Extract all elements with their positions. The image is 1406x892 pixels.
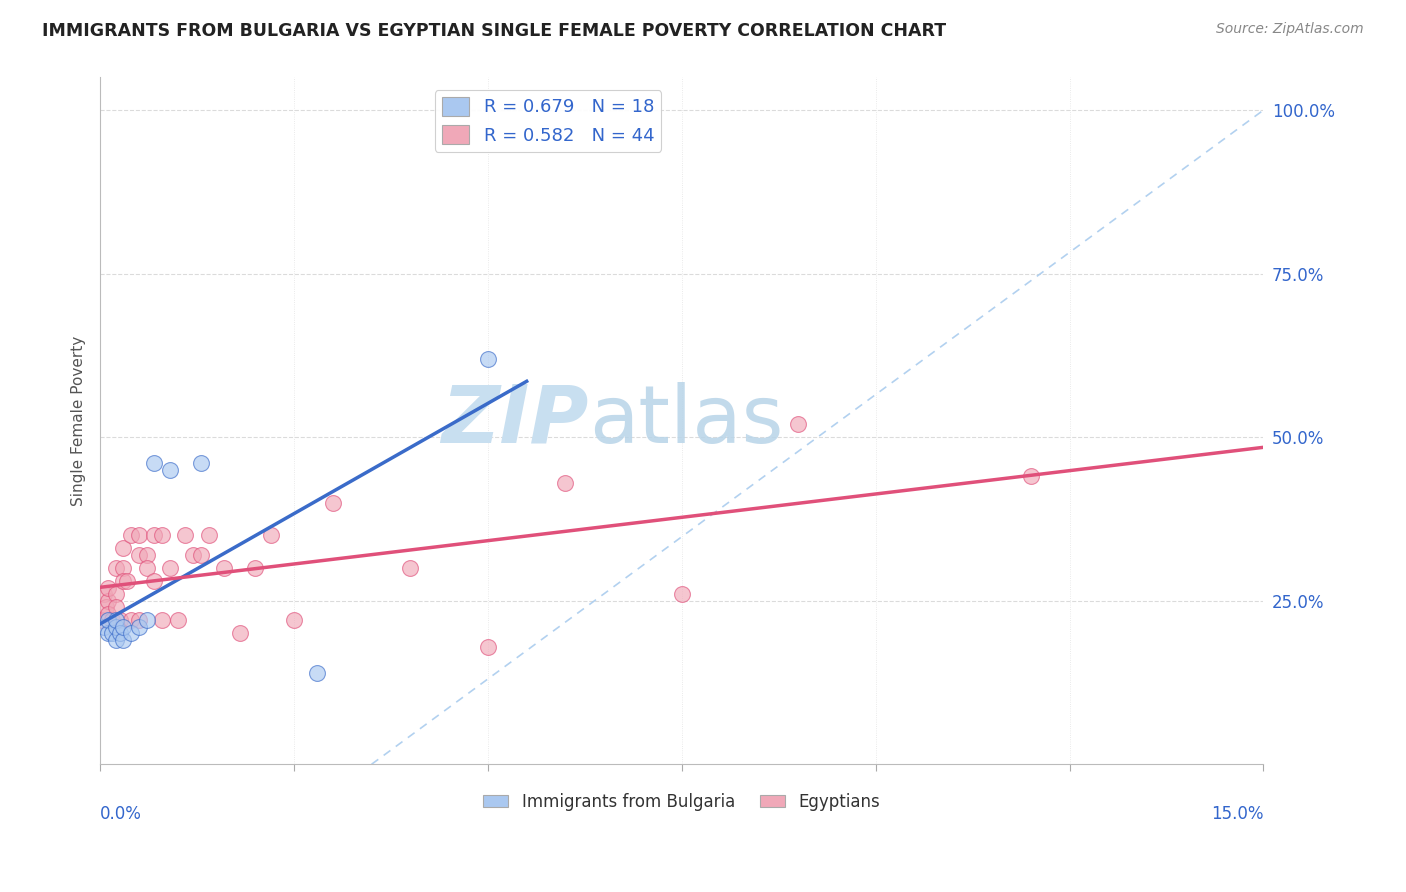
Point	[174, 528, 197, 542]
Point	[245, 561, 267, 575]
Point	[477, 351, 499, 366]
Point	[128, 613, 150, 627]
Point	[120, 613, 142, 627]
Text: Source: ZipAtlas.com: Source: ZipAtlas.com	[1216, 22, 1364, 37]
Point	[322, 495, 344, 509]
Point	[128, 620, 150, 634]
Point	[104, 620, 127, 634]
Point	[100, 626, 122, 640]
Point	[120, 626, 142, 640]
Point	[97, 613, 120, 627]
Point	[212, 561, 235, 575]
Point	[283, 613, 305, 627]
Point	[93, 620, 115, 634]
Point	[112, 574, 135, 588]
Text: IMMIGRANTS FROM BULGARIA VS EGYPTIAN SINGLE FEMALE POVERTY CORRELATION CHART: IMMIGRANTS FROM BULGARIA VS EGYPTIAN SIN…	[42, 22, 946, 40]
Point	[190, 548, 212, 562]
Point	[159, 463, 181, 477]
Point	[91, 613, 114, 627]
Point	[108, 626, 131, 640]
Point	[104, 587, 127, 601]
Point	[135, 561, 157, 575]
Point	[477, 640, 499, 654]
Y-axis label: Single Female Poverty: Single Female Poverty	[72, 335, 86, 506]
Point	[104, 561, 127, 575]
Point	[554, 475, 576, 490]
Point	[150, 528, 173, 542]
Point	[190, 456, 212, 470]
Point	[128, 528, 150, 542]
Point	[104, 600, 127, 615]
Point	[135, 548, 157, 562]
Point	[181, 548, 204, 562]
Point	[671, 587, 693, 601]
Point	[97, 607, 120, 621]
Text: 0.0%: 0.0%	[100, 805, 142, 823]
Point	[135, 613, 157, 627]
Point	[143, 456, 166, 470]
Point	[97, 626, 120, 640]
Point	[143, 574, 166, 588]
Point	[104, 632, 127, 647]
Text: ZIP: ZIP	[441, 382, 589, 460]
Point	[112, 541, 135, 556]
Point	[399, 561, 422, 575]
Legend: Immigrants from Bulgaria, Egyptians: Immigrants from Bulgaria, Egyptians	[477, 787, 887, 818]
Text: 15.0%: 15.0%	[1211, 805, 1264, 823]
Point	[94, 600, 117, 615]
Point	[112, 561, 135, 575]
Point	[260, 528, 283, 542]
Point	[97, 581, 120, 595]
Point	[143, 528, 166, 542]
Point	[112, 620, 135, 634]
Point	[787, 417, 810, 431]
Point	[104, 613, 127, 627]
Point	[97, 593, 120, 607]
Point	[117, 574, 139, 588]
Point	[93, 587, 115, 601]
Point	[197, 528, 219, 542]
Point	[108, 613, 131, 627]
Point	[1019, 469, 1042, 483]
Point	[128, 548, 150, 562]
Point	[150, 613, 173, 627]
Point	[112, 632, 135, 647]
Point	[307, 665, 329, 680]
Point	[166, 613, 188, 627]
Point	[229, 626, 252, 640]
Text: atlas: atlas	[589, 382, 783, 460]
Point	[120, 528, 142, 542]
Point	[100, 613, 122, 627]
Point	[159, 561, 181, 575]
